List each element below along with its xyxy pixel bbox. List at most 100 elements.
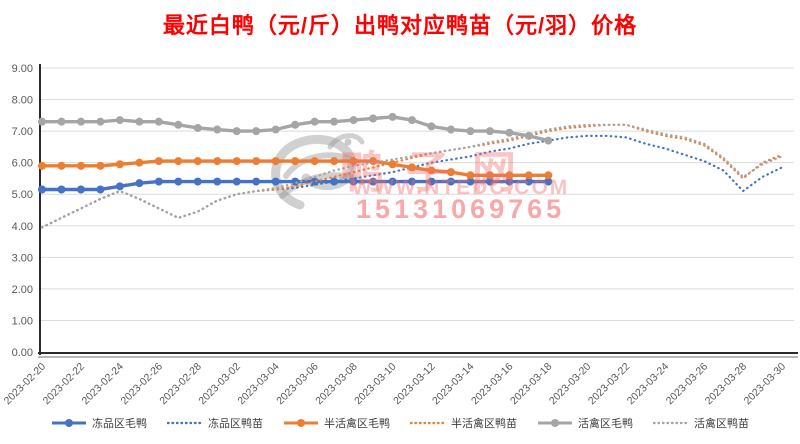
data-point-marker xyxy=(369,157,378,166)
data-point-marker xyxy=(388,160,397,169)
y-axis-tick-label: 9.00 xyxy=(12,63,33,75)
data-point-marker xyxy=(252,157,261,166)
data-point-marker xyxy=(57,117,66,126)
legend-label: 冻品区毛鸭 xyxy=(92,418,147,430)
legend-label: 活禽区鸭苗 xyxy=(694,418,749,430)
data-point-marker xyxy=(154,177,163,186)
y-axis-tick-label: 6.00 xyxy=(12,158,33,170)
data-point-marker xyxy=(232,177,241,186)
data-point-marker xyxy=(466,177,475,186)
data-point-marker xyxy=(427,122,436,131)
data-point-marker xyxy=(252,177,261,186)
data-point-marker xyxy=(291,120,300,129)
legend-swatch-dotted-line-icon xyxy=(167,421,203,425)
data-point-marker xyxy=(466,171,475,180)
data-point-marker xyxy=(544,136,553,145)
data-point-marker xyxy=(76,117,85,126)
data-point-marker xyxy=(213,177,222,186)
data-point-marker xyxy=(38,161,46,170)
legend-label: 冻品区鸭苗 xyxy=(208,418,263,430)
data-point-marker xyxy=(271,125,280,134)
data-point-marker xyxy=(544,171,553,180)
y-axis-tick-label: 8.00 xyxy=(12,95,33,107)
legend-item-semi-live-duck: 半活禽区毛鸭 xyxy=(283,415,390,431)
legend-label: 半活禽区毛鸭 xyxy=(324,418,390,430)
data-point-marker xyxy=(38,185,46,194)
data-point-marker xyxy=(349,116,358,125)
series-line-半活禽区鸭苗 xyxy=(40,123,784,229)
data-point-marker xyxy=(310,117,319,126)
data-point-marker xyxy=(76,161,85,170)
data-point-marker xyxy=(57,161,66,170)
data-point-marker xyxy=(524,171,533,180)
data-point-marker xyxy=(446,125,455,134)
legend-item-frozen-duckling: 冻品区鸭苗 xyxy=(167,415,263,431)
data-point-marker xyxy=(232,157,241,166)
data-point-marker xyxy=(76,185,85,194)
chart-title: 最近白鸭（元/斤）出鸭对应鸭苗（元/羽）价格 xyxy=(162,13,638,38)
data-point-marker xyxy=(485,177,494,186)
data-point-marker xyxy=(213,157,222,166)
y-axis-tick-label: 3.00 xyxy=(12,252,33,264)
data-point-marker xyxy=(174,177,183,186)
legend-swatch-dotted-line-icon xyxy=(410,421,446,425)
data-point-marker xyxy=(57,185,66,194)
legend-swatch-solid-line-dot-icon xyxy=(538,419,572,427)
data-point-marker xyxy=(330,177,339,186)
data-point-marker xyxy=(349,157,358,166)
data-point-marker xyxy=(193,177,202,186)
data-point-marker xyxy=(408,177,416,186)
data-point-marker xyxy=(252,127,261,136)
data-point-marker xyxy=(38,117,46,126)
data-point-marker xyxy=(213,125,222,134)
legend-swatch-dotted-line-icon xyxy=(653,421,689,425)
data-point-marker xyxy=(271,157,280,166)
data-point-marker xyxy=(505,171,514,180)
data-point-marker xyxy=(466,127,475,136)
data-point-marker xyxy=(505,177,514,186)
data-point-marker xyxy=(154,157,163,166)
data-point-marker xyxy=(369,177,378,186)
legend-item-live-duck: 活禽区毛鸭 xyxy=(537,415,633,431)
data-point-marker xyxy=(427,166,436,175)
data-point-marker xyxy=(193,123,202,132)
data-point-marker xyxy=(310,157,319,166)
legend-item-live-duckling: 活禽区鸭苗 xyxy=(653,415,749,431)
data-point-marker xyxy=(154,117,163,126)
y-axis-tick-label: 2.00 xyxy=(12,284,33,296)
data-point-marker xyxy=(369,114,378,123)
data-point-marker xyxy=(232,127,241,136)
legend-swatch-solid-line-dot-icon xyxy=(284,419,318,427)
data-point-marker xyxy=(115,116,124,125)
legend-item-semi-live-duckling: 半活禽区鸭苗 xyxy=(410,415,517,431)
data-point-marker xyxy=(115,160,124,169)
y-axis-tick-label: 5.00 xyxy=(12,189,33,201)
legend-label: 活禽区毛鸭 xyxy=(578,418,633,430)
legend-item-frozen-duck: 冻品区毛鸭 xyxy=(51,415,147,431)
line-chart-plot-area: 0.00 1.00 2.00 3.00 4.00 5.00 6.00 7.00 8.00 9.00… xyxy=(2,63,798,408)
data-point-marker xyxy=(408,163,416,172)
data-point-marker xyxy=(96,161,105,170)
legend-label: 半活禽区鸭苗 xyxy=(451,418,517,430)
data-point-marker xyxy=(96,117,105,126)
data-point-marker xyxy=(446,177,455,186)
data-point-marker xyxy=(330,157,339,166)
legend: 冻品区毛鸭 冻品区鸭苗 半活禽区毛鸭 半活禽区鸭苗 xyxy=(0,415,800,431)
data-point-marker xyxy=(427,177,436,186)
data-point-marker xyxy=(388,112,397,121)
data-point-marker xyxy=(271,177,280,186)
data-point-marker xyxy=(96,185,105,194)
data-point-marker xyxy=(193,157,202,166)
x-axis-tick-label: 2023-03-30 xyxy=(742,361,789,408)
y-axis-tick-label: 7.00 xyxy=(12,126,33,138)
data-point-marker xyxy=(291,157,300,166)
legend-swatch-solid-line-dot-icon xyxy=(52,419,86,427)
data-point-marker xyxy=(135,117,144,126)
data-point-marker xyxy=(174,157,183,166)
data-point-marker xyxy=(135,158,144,167)
data-point-marker xyxy=(330,117,339,126)
data-point-marker xyxy=(524,177,533,186)
y-axis-tick-label: 4.00 xyxy=(12,221,33,233)
data-point-marker xyxy=(174,120,183,129)
